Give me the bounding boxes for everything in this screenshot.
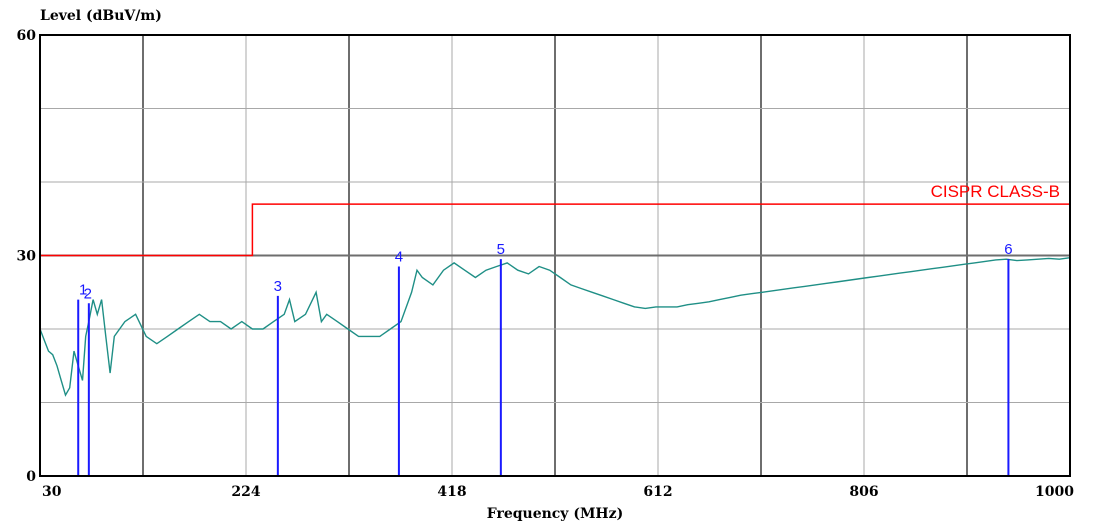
y-tick-label: 30 [17,249,37,265]
cispr-limit-line [40,203,1070,257]
peak-marker-label: 4 [395,249,403,266]
y-axis-title: Level (dBuV/m) [40,8,162,24]
x-tick-label: 224 [231,484,260,500]
y-tick-label: 60 [17,28,37,44]
peak-marker-label: 2 [84,285,92,302]
emission-trace [39,257,1071,397]
peak-marker-label: 5 [497,241,505,258]
limit-line-group [40,203,1070,257]
trace-group [39,257,1071,397]
x-tick-label: 1000 [1035,484,1074,500]
peak-marker-label: 6 [1004,241,1012,258]
plot-frame [39,34,1071,477]
peak-marker-label: 3 [274,278,282,295]
y-tick-label: 0 [26,469,36,485]
limit-line-label: CISPR CLASS-B [931,182,1060,201]
peak-marker-label: 1 [79,282,87,299]
x-tick-label: 806 [849,484,878,500]
x-tick-label: 30 [42,484,62,500]
peak-markers: 12 3 4 5 6 [77,241,1013,476]
x-tick-label: 418 [437,484,466,500]
x-axis-title: Frequency (MHz) [487,506,624,522]
x-tick-label: 612 [643,484,672,500]
